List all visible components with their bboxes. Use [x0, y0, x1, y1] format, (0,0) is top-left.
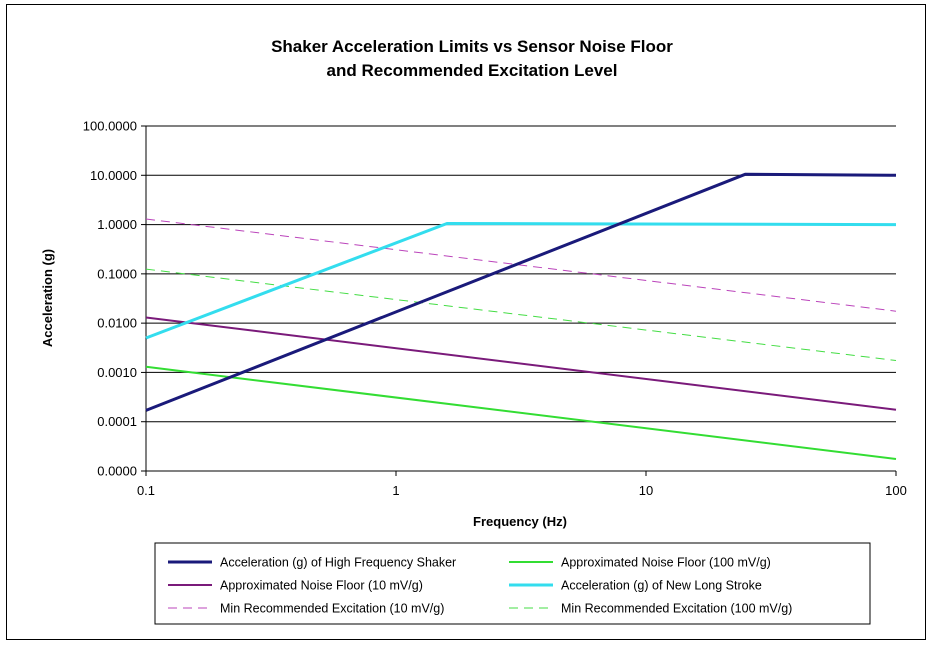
- legend-label-0: Acceleration (g) of High Frequency Shake…: [220, 556, 456, 570]
- chart-frame: [6, 4, 926, 640]
- legend-label-1: Approximated Noise Floor (100 mV/g): [561, 556, 771, 570]
- y-tick-label-4: 0.0100: [97, 316, 137, 331]
- legend-label-4: Min Recommended Excitation (10 mV/g): [220, 602, 444, 616]
- y-tick-label-7: 0.0000: [97, 464, 137, 479]
- series-line-3: [145, 222, 897, 340]
- series-line-4: [145, 218, 897, 312]
- series-line-0: [145, 172, 897, 412]
- x-tick-label-3: 100: [885, 483, 907, 498]
- y-tick-label-6: 0.0001: [97, 414, 137, 429]
- plot-area: [145, 126, 896, 472]
- legend-label-3: Acceleration (g) of New Long Stroke: [561, 579, 762, 593]
- x-tick-label-1: 1: [392, 483, 399, 498]
- series-line-2: [145, 316, 897, 411]
- series-line-5: [145, 268, 897, 361]
- chart-title-line-1: Shaker Acceleration Limits vs Sensor Noi…: [271, 37, 673, 56]
- x-axis-title: Frequency (Hz): [473, 514, 567, 529]
- y-tick-label-2: 1.0000: [97, 217, 137, 232]
- legend-box: [154, 542, 871, 625]
- x-tick-label-0: 0.1: [137, 483, 155, 498]
- legend-label-5: Min Recommended Excitation (100 mV/g): [561, 602, 792, 616]
- grid-lines: [146, 125, 896, 472]
- y-tick-label-0: 100.0000: [83, 119, 137, 134]
- y-axis-title: Acceleration (g): [40, 249, 55, 347]
- legend-label-2: Approximated Noise Floor (10 mV/g): [220, 579, 423, 593]
- y-tick-label-5: 0.0010: [97, 365, 137, 380]
- series-layer: [145, 172, 897, 460]
- legend: Acceleration (g) of High Frequency Shake…: [154, 542, 871, 625]
- y-tick-label-3: 0.1000: [97, 266, 137, 281]
- series-line-1: [145, 365, 897, 460]
- x-axis-ticks: 0.1 1 10 100: [137, 471, 907, 498]
- chart-title-line-2: and Recommended Excitation Level: [327, 61, 618, 80]
- y-axis-ticks: 100.0000 10.0000 1.0000 0.1000 0.0100 0.0010 0…: [83, 119, 146, 479]
- x-tick-label-2: 10: [639, 483, 653, 498]
- y-tick-label-1: 10.0000: [90, 168, 137, 183]
